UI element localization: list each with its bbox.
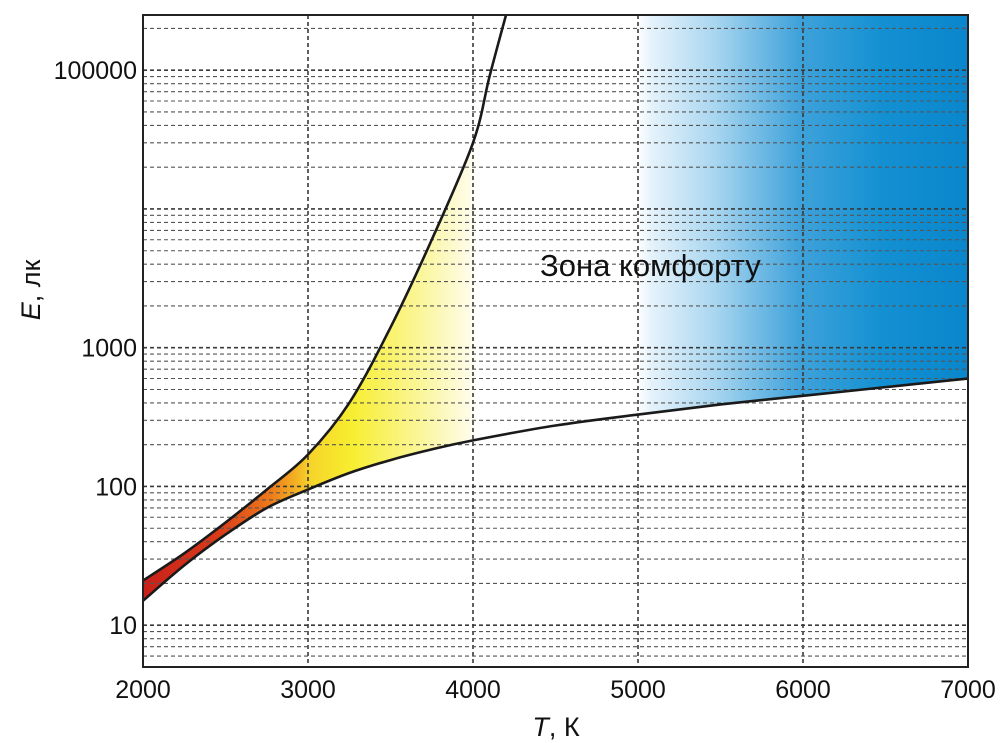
x-axis-label: T, К <box>532 712 580 742</box>
y-tick-label: 100 <box>95 473 137 501</box>
x-tick-label: 6000 <box>775 676 831 704</box>
y-axis-symbol: E <box>16 301 46 320</box>
x-tick-label: 4000 <box>445 676 501 704</box>
y-tick-label: 1000 <box>81 335 137 363</box>
x-tick-label: 3000 <box>280 676 336 704</box>
x-tick-label: 5000 <box>610 676 666 704</box>
x-tick-label: 2000 <box>115 676 171 704</box>
y-tick-label: 10 <box>109 612 137 640</box>
x-tick-labels: 2000 3000 4000 5000 6000 7000 <box>115 676 996 704</box>
y-tick-labels: 10 100 1000 100000 <box>54 57 137 640</box>
x-tick-label: 7000 <box>940 676 996 704</box>
y-axis-label: E, лк <box>16 260 46 321</box>
comfort-zone-label: Зона комфорту <box>540 248 761 283</box>
y-tick-label: 100000 <box>54 57 137 85</box>
x-axis-unit: , К <box>549 712 580 742</box>
y-axis-unit: , лк <box>16 260 46 303</box>
